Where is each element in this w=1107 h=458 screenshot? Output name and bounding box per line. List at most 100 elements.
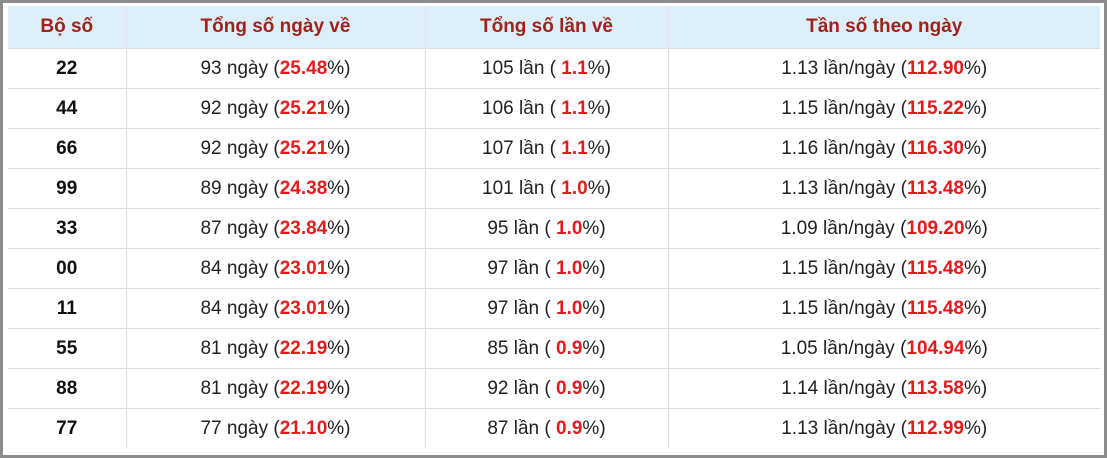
highlight-value: 1.1 — [561, 57, 588, 79]
cell-text: 1.09 lần/ngày ( — [780, 217, 907, 239]
cell-text: %) — [327, 337, 351, 359]
table-cell: 97 lần ( 1.0%) — [424, 288, 668, 329]
cell-text: 106 lần ( — [482, 97, 562, 119]
highlight-value: 1.0 — [556, 257, 583, 279]
cell-text: %) — [582, 337, 606, 359]
table-cell: 1.05 lần/ngày (104.94%) — [667, 328, 1100, 369]
cell-text: 95 lần ( — [487, 217, 556, 239]
cell-text: %) — [964, 337, 988, 359]
highlight-value: 104.94 — [906, 337, 965, 359]
pair-number: 11 — [8, 288, 126, 329]
pair-number: 00 — [8, 248, 126, 289]
cell-text: 92 lần ( — [487, 377, 556, 399]
pair-number: 55 — [8, 328, 126, 369]
highlight-value: 25.21 — [279, 137, 328, 159]
cell-text: %) — [964, 297, 988, 319]
table-cell: 1.15 lần/ngày (115.22%) — [667, 88, 1100, 129]
cell-text: %) — [964, 57, 988, 79]
cell-text: 97 lần ( — [487, 257, 556, 279]
cell-text: %) — [582, 257, 606, 279]
table-cell: 1.09 lần/ngày (109.20%) — [667, 208, 1100, 249]
highlight-value: 109.20 — [906, 217, 965, 239]
highlight-value: 21.10 — [279, 417, 328, 439]
highlight-value: 113.58 — [906, 377, 965, 399]
cell-text: %) — [327, 137, 351, 159]
highlight-value: 22.19 — [279, 337, 328, 359]
table-cell: 85 lần ( 0.9%) — [424, 328, 668, 369]
cell-text: %) — [964, 417, 988, 439]
cell-text: %) — [964, 377, 988, 399]
highlight-value: 115.48 — [906, 297, 965, 319]
cell-text: %) — [582, 377, 606, 399]
cell-text: %) — [327, 257, 351, 279]
highlight-value: 23.84 — [279, 217, 328, 239]
cell-text: %) — [327, 57, 351, 79]
table-row: 99 89 ngày (24.38%) 101 lần ( 1.0%) 1.13 lầ… — [8, 168, 1100, 209]
table-cell: 97 lần ( 1.0%) — [424, 248, 668, 289]
highlight-value: 112.90 — [906, 57, 965, 79]
table-cell: 84 ngày (23.01%) — [125, 248, 425, 289]
table-cell: 1.13 lần/ngày (112.90%) — [667, 48, 1100, 89]
cell-text: %) — [587, 137, 611, 159]
table-cell: 89 ngày (24.38%) — [125, 168, 425, 209]
cell-text: 1.13 lần/ngày ( — [781, 417, 907, 439]
highlight-value: 113.48 — [906, 177, 965, 199]
table-cell: 1.14 lần/ngày (113.58%) — [667, 368, 1100, 409]
cell-text: 105 lần ( — [482, 57, 562, 79]
cell-text: 1.15 lần/ngày ( — [781, 297, 907, 319]
cell-text: %) — [587, 177, 611, 199]
pair-number: 99 — [8, 168, 126, 209]
table-cell: 105 lần ( 1.1%) — [424, 48, 668, 89]
table-row: 22 93 ngày (25.48%) 105 lần ( 1.1%) 1.13 lầ… — [8, 48, 1100, 89]
table-row: 11 84 ngày (23.01%) 97 lần ( 1.0%) 1.15 lần… — [8, 288, 1100, 329]
pair-number: 88 — [8, 368, 126, 409]
cell-text: 1.15 lần/ngày ( — [781, 257, 907, 279]
highlight-value: 1.1 — [561, 97, 588, 119]
table-cell: 84 ngày (23.01%) — [125, 288, 425, 329]
table-row: 77 77 ngày (21.10%) 87 lần ( 0.9%) 1.13 lần… — [8, 408, 1100, 448]
cell-text: %) — [327, 297, 351, 319]
table-row: 66 92 ngày (25.21%) 107 lần ( 1.1%) 1.16 lầ… — [8, 128, 1100, 169]
table-cell: 87 lần ( 0.9%) — [424, 408, 668, 448]
highlight-value: 1.0 — [556, 217, 583, 239]
highlight-value: 0.9 — [556, 337, 583, 359]
cell-text: %) — [327, 417, 351, 439]
header-cell: Bộ số — [8, 6, 126, 49]
cell-text: 81 ngày ( — [200, 377, 280, 399]
highlight-value: 1.0 — [561, 177, 588, 199]
cell-text: 81 ngày ( — [200, 337, 280, 359]
cell-text: %) — [964, 97, 988, 119]
highlight-value: 0.9 — [556, 417, 583, 439]
header-cell: Tổng số lần về — [424, 6, 668, 49]
cell-text: 1.14 lần/ngày ( — [781, 377, 907, 399]
header-row: Bộ số Tổng số ngày về Tổng số lần về Tần số… — [8, 6, 1100, 49]
highlight-value: 0.9 — [556, 377, 583, 399]
table-cell: 87 ngày (23.84%) — [125, 208, 425, 249]
pair-number: 77 — [8, 408, 126, 448]
table-cell: 93 ngày (25.48%) — [125, 48, 425, 89]
table-cell: 92 lần ( 0.9%) — [424, 368, 668, 409]
cell-text: 1.13 lần/ngày ( — [781, 57, 907, 79]
highlight-value: 116.30 — [906, 137, 965, 159]
cell-text: 107 lần ( — [482, 137, 562, 159]
cell-text: 93 ngày ( — [200, 57, 280, 79]
highlight-value: 112.99 — [906, 417, 965, 439]
cell-text: 1.16 lần/ngày ( — [781, 137, 907, 159]
table-cell: 92 ngày (25.21%) — [125, 88, 425, 129]
table-row: 44 92 ngày (25.21%) 106 lần ( 1.1%) 1.15 lầ… — [8, 88, 1100, 129]
frequency-table: Bộ số Tổng số ngày về Tổng số lần về Tần số… — [8, 6, 1100, 448]
table-cell: 1.13 lần/ngày (113.48%) — [667, 168, 1100, 209]
cell-text: 87 lần ( — [487, 417, 556, 439]
table-cell: 1.16 lần/ngày (116.30%) — [667, 128, 1100, 169]
pair-number: 33 — [8, 208, 126, 249]
pair-number: 44 — [8, 88, 126, 129]
table-cell: 77 ngày (21.10%) — [125, 408, 425, 448]
table-cell: 101 lần ( 1.0%) — [424, 168, 668, 209]
table-cell: 1.15 lần/ngày (115.48%) — [667, 288, 1100, 329]
highlight-value: 25.21 — [279, 97, 328, 119]
table-row: 88 81 ngày (22.19%) 92 lần ( 0.9%) 1.14 lần… — [8, 368, 1100, 409]
table-cell: 1.13 lần/ngày (112.99%) — [667, 408, 1100, 448]
cell-text: 1.15 lần/ngày ( — [781, 97, 907, 119]
cell-text: 1.05 lần/ngày ( — [780, 337, 907, 359]
